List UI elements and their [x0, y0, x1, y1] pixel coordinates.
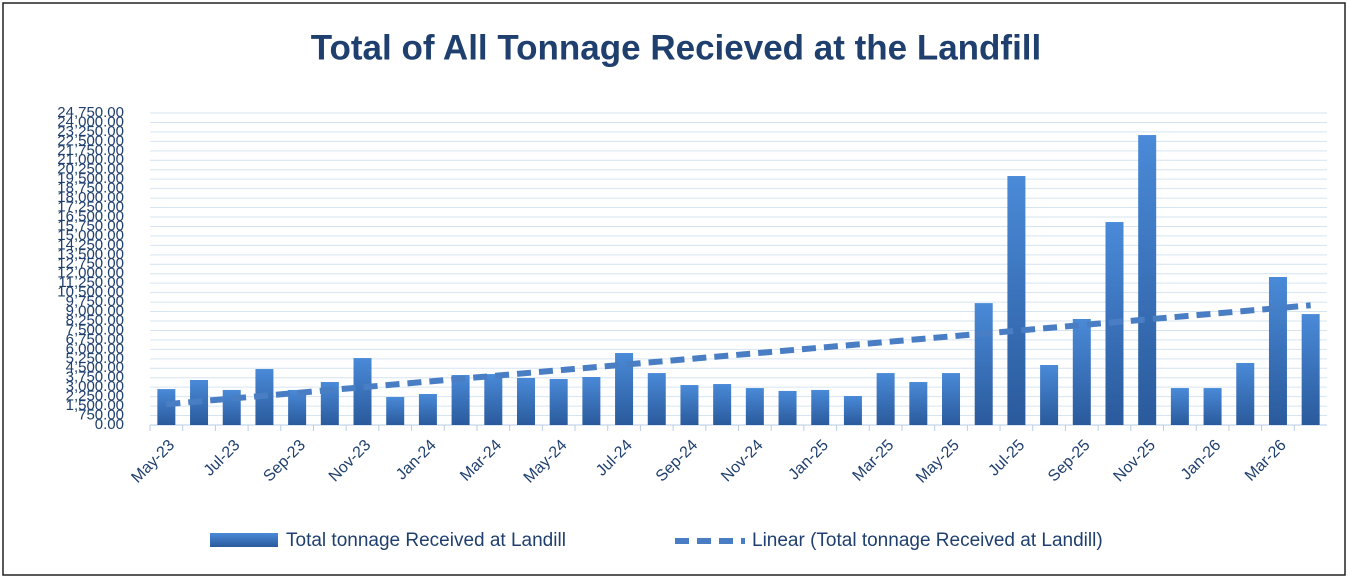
bar [974, 303, 993, 425]
y-tick-label: 21,750.00 [57, 142, 124, 159]
y-tick-label: 2,250.00 [66, 388, 124, 405]
bar [353, 358, 372, 425]
y-tick-label: 17,250.00 [57, 199, 124, 216]
y-tick-label: 13,500.00 [57, 246, 124, 263]
y-tick-label: 6,750.00 [66, 331, 124, 348]
y-tick-label: 19,500.00 [57, 170, 124, 187]
y-tick-label: 9,000.00 [66, 303, 124, 320]
bar [843, 396, 862, 425]
y-tick-label: 5,250.00 [66, 350, 124, 367]
bar [386, 397, 405, 425]
bar [1040, 364, 1059, 425]
y-tick-label: 20,250.00 [57, 161, 124, 178]
bar [484, 374, 503, 425]
bar [451, 375, 470, 425]
y-tick-label: 15,750.00 [57, 217, 124, 234]
y-tick-label: 12,750.00 [57, 255, 124, 272]
bar [1138, 135, 1157, 425]
y-tick-label: 24,000.00 [57, 113, 124, 130]
legend-label: Total tonnage Received at Landill [286, 530, 566, 551]
y-tick-label: 10,500.00 [57, 284, 124, 301]
y-tick-label: 24,750.00 [57, 104, 124, 121]
y-tick-label: 14,250.00 [57, 236, 124, 253]
bar [582, 376, 601, 425]
bar [1170, 388, 1189, 425]
bar [680, 385, 699, 425]
y-tick-label: 22,500.00 [57, 132, 124, 149]
y-tick-label: 11,250.00 [58, 274, 124, 291]
legend-label: Linear (Total tonnage Received at Landil… [752, 530, 1103, 551]
bar [1236, 362, 1255, 425]
bar [288, 389, 307, 425]
y-tick-label: 9,750.00 [66, 293, 124, 310]
bar [1007, 176, 1026, 425]
y-tick-label: 8,250.00 [66, 312, 124, 329]
bar [1203, 388, 1222, 425]
bar [745, 388, 764, 425]
y-tick-label: 15,000.00 [57, 227, 124, 244]
y-tick-label: 23,250.00 [57, 123, 124, 140]
trendline [166, 302, 1311, 408]
y-tick-label: 3,000.00 [66, 378, 124, 395]
y-tick-label: 18,000.00 [57, 189, 124, 206]
y-tick-label: 12,000.00 [57, 265, 124, 282]
y-tick-label: 21,000.00 [57, 151, 124, 168]
bar [942, 373, 961, 425]
chart-title: Total of All Tonnage Recieved at the Lan… [311, 28, 1042, 67]
bar [157, 389, 176, 425]
bar [909, 382, 928, 425]
y-tick-label: 0.00 [95, 416, 124, 433]
y-tick-label: 16,500.00 [57, 208, 124, 225]
y-tick-label: 4,500.00 [66, 359, 124, 376]
bar [1301, 314, 1320, 425]
y-tick-label: 750.00 [78, 407, 124, 424]
bar [778, 390, 797, 425]
bar [549, 378, 568, 425]
y-tick-label: 6,000.00 [66, 340, 124, 357]
bar [615, 353, 634, 425]
y-tick-label: 7,500.00 [66, 321, 124, 338]
bar [1268, 277, 1287, 425]
bar [1072, 318, 1091, 425]
y-tick-label: 1,500.00 [66, 397, 124, 414]
bar [647, 373, 666, 425]
y-tick-label: 3,750.00 [66, 369, 124, 386]
bar [713, 384, 732, 425]
bar [876, 373, 895, 425]
legend-swatch [210, 533, 278, 547]
y-tick-label: 18,750.00 [57, 180, 124, 197]
bar [516, 377, 535, 425]
bar [811, 389, 830, 425]
bar [418, 393, 437, 425]
